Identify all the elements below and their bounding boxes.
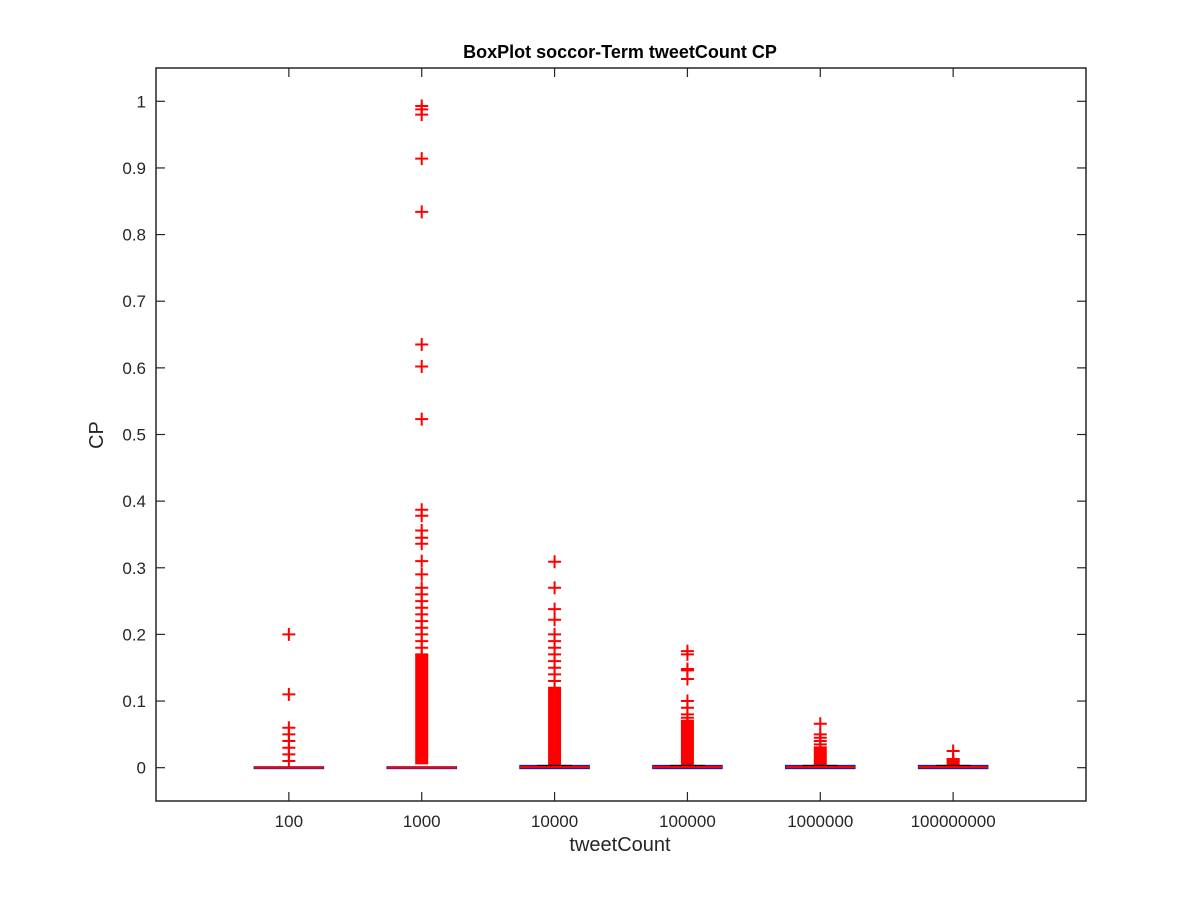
y-tick-label: 0	[137, 759, 146, 778]
y-tick-label: 0.4	[122, 492, 146, 511]
outlier-marker	[282, 754, 296, 768]
x-tick-label: 1000	[403, 812, 441, 831]
outlier-marker	[415, 205, 429, 219]
outlier-marker	[813, 737, 827, 751]
box-group	[519, 555, 590, 770]
outlier-marker	[680, 711, 694, 725]
outlier-marker	[415, 537, 429, 551]
outlier-marker	[548, 681, 562, 695]
outlier-marker	[282, 627, 296, 641]
plot-marks	[253, 99, 989, 770]
outlier-marker	[415, 412, 429, 426]
y-axis-label: CP	[86, 421, 108, 449]
y-tick-label: 0.2	[122, 625, 146, 644]
box-group	[652, 644, 723, 770]
outlier-marker	[680, 647, 694, 661]
outlier-marker	[548, 555, 562, 569]
y-tick-label: 0.7	[122, 292, 146, 311]
y-tick-label: 0.8	[122, 226, 146, 245]
outlier-band	[548, 687, 562, 766]
box-group	[386, 99, 458, 770]
x-tick-label: 1000000	[787, 812, 853, 831]
y-tick-label: 0.9	[122, 159, 146, 178]
outlier-marker	[282, 687, 296, 701]
y-tick-label: 0.5	[122, 426, 146, 445]
outlier-marker	[415, 152, 429, 166]
outlier-marker	[415, 647, 429, 661]
y-tick-label: 0.6	[122, 359, 146, 378]
box-group	[917, 744, 989, 770]
chart-title: BoxPlot soccor-Term tweetCount CP	[463, 42, 777, 62]
outlier-marker	[415, 360, 429, 374]
outlier-band	[680, 719, 694, 766]
box-group	[784, 717, 856, 770]
plot-area-frame	[155, 67, 1087, 802]
outlier-marker	[680, 672, 694, 686]
outlier-marker	[415, 554, 429, 568]
x-tick-label: 10000	[531, 812, 578, 831]
outlier-band	[415, 654, 429, 765]
x-tick-label: 100000000	[911, 812, 996, 831]
y-tick-label: 1	[137, 92, 146, 111]
outlier-marker	[415, 108, 429, 122]
x-axis-label: tweetCount	[569, 834, 671, 856]
outlier-marker	[415, 509, 429, 523]
y-tick-label: 0.3	[122, 559, 146, 578]
outlier-marker	[548, 581, 562, 595]
y-tick-label: 0.1	[122, 692, 146, 711]
outlier-marker	[548, 613, 562, 627]
x-axis: 100 1000 10000 100000 1000000 100000000	[275, 68, 996, 831]
outlier-band	[813, 746, 827, 766]
box-group	[253, 627, 325, 770]
outlier-marker	[415, 567, 429, 581]
x-tick-label: 100	[275, 812, 303, 831]
outlier-marker	[415, 338, 429, 352]
x-tick-label: 100000	[659, 812, 716, 831]
y-axis: 0 0.1 0.2 0.3 0.4 0.5 0.6 0.7 0.8 0.9 1	[122, 92, 1086, 778]
